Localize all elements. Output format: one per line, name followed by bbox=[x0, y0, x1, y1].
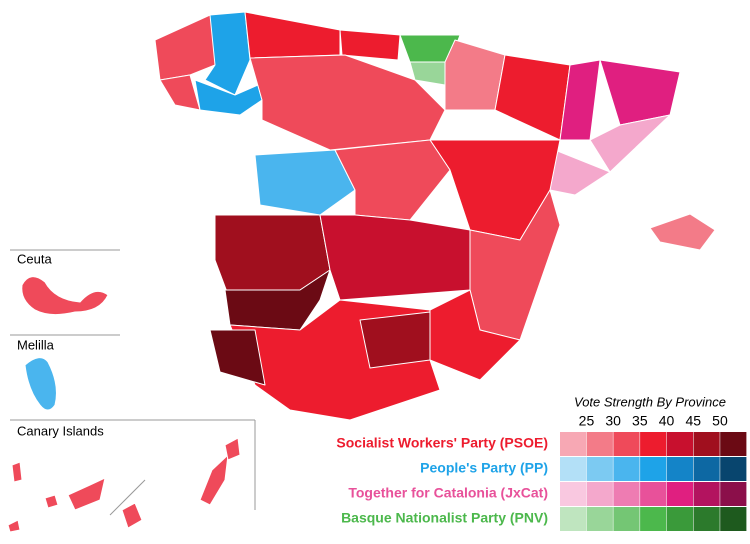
swatch bbox=[720, 432, 747, 456]
swatch bbox=[586, 457, 613, 481]
province bbox=[359, 311, 431, 369]
island bbox=[199, 454, 229, 506]
swatch bbox=[666, 457, 693, 481]
swatch bbox=[560, 457, 587, 481]
swatch bbox=[640, 482, 667, 506]
melilla bbox=[24, 357, 57, 411]
swatch bbox=[693, 507, 720, 531]
swatch bbox=[613, 507, 640, 531]
inset-divider bbox=[109, 479, 146, 516]
swatch bbox=[640, 457, 667, 481]
swatch bbox=[560, 432, 587, 456]
swatch bbox=[613, 432, 640, 456]
island bbox=[11, 461, 23, 483]
province bbox=[209, 329, 266, 386]
swatch bbox=[693, 482, 720, 506]
legend-tick: 50 bbox=[712, 413, 728, 429]
legend-tick: 25 bbox=[579, 413, 595, 429]
swatch bbox=[586, 432, 613, 456]
inset-label: Ceuta bbox=[17, 251, 52, 266]
swatch bbox=[640, 432, 667, 456]
province bbox=[244, 11, 341, 59]
legend-title: Vote Strength By Province bbox=[574, 394, 726, 409]
legend-tick: 35 bbox=[632, 413, 648, 429]
legend-tick: 40 bbox=[659, 413, 675, 429]
insets: Ceuta Melilla Canary Islands bbox=[7, 249, 256, 533]
province bbox=[334, 139, 451, 221]
province bbox=[319, 214, 471, 301]
province bbox=[254, 149, 356, 216]
province bbox=[444, 39, 506, 111]
party-name: Basque Nationalist Party (PNV) bbox=[341, 510, 548, 526]
island bbox=[7, 519, 21, 533]
swatch bbox=[586, 507, 613, 531]
island bbox=[224, 437, 241, 461]
party-name: Socialist Workers' Party (PSOE) bbox=[336, 435, 548, 451]
swatch bbox=[560, 482, 587, 506]
ceuta bbox=[21, 276, 109, 316]
swatch bbox=[586, 482, 613, 506]
island bbox=[44, 494, 59, 509]
party-name: Together for Catalonia (JxCat) bbox=[348, 485, 548, 501]
swatch bbox=[666, 507, 693, 531]
swatch bbox=[613, 482, 640, 506]
swatch bbox=[720, 457, 747, 481]
mainland bbox=[154, 11, 716, 421]
swatch bbox=[666, 482, 693, 506]
legend-tick: 30 bbox=[605, 413, 621, 429]
inset-label: Canary Islands bbox=[17, 423, 104, 438]
swatch bbox=[560, 507, 587, 531]
province bbox=[159, 74, 201, 111]
swatch bbox=[693, 432, 720, 456]
province bbox=[494, 54, 571, 141]
island bbox=[121, 502, 143, 529]
swatch bbox=[693, 457, 720, 481]
swatch bbox=[640, 507, 667, 531]
legend: Vote Strength By Province 25 30 35 40 45 50 So… bbox=[336, 394, 747, 531]
legend-tick: 45 bbox=[685, 413, 701, 429]
swatch bbox=[720, 507, 747, 531]
province bbox=[339, 29, 401, 61]
swatch bbox=[613, 457, 640, 481]
inset-label: Melilla bbox=[17, 337, 55, 352]
province bbox=[589, 114, 671, 173]
swatch bbox=[666, 432, 693, 456]
province bbox=[649, 213, 716, 251]
party-name: People's Party (PP) bbox=[420, 460, 548, 476]
swatch bbox=[720, 482, 747, 506]
island bbox=[67, 477, 106, 511]
